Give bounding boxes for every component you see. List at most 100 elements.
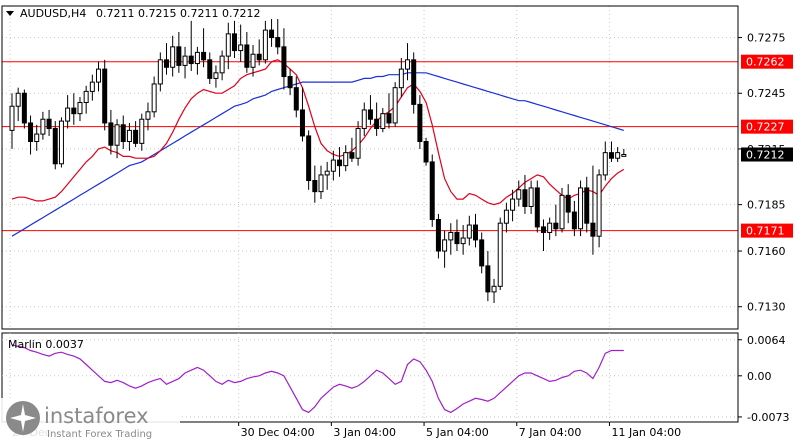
candle	[46, 109, 52, 136]
candle	[522, 174, 528, 214]
candle	[553, 204, 559, 237]
price-axis: 0.72750.72450.72150.71850.71600.71300.72…	[738, 32, 793, 314]
candle	[188, 20, 194, 71]
candle-body	[287, 76, 293, 89]
candle-body	[133, 129, 139, 144]
candle-body	[65, 107, 71, 122]
candle-body	[473, 224, 478, 241]
indicator-tick-label: 0.00	[747, 370, 772, 383]
candle-body	[553, 222, 559, 230]
candle-body	[602, 152, 608, 176]
candle-body	[460, 237, 466, 245]
candle-body	[417, 103, 423, 143]
symbol-timeframe: AUDUSD,H4	[20, 7, 86, 20]
candle	[250, 44, 256, 77]
candle	[479, 232, 485, 274]
candle-body	[77, 102, 83, 115]
candle	[238, 24, 244, 62]
candle	[65, 95, 71, 129]
price-tick-label: 0.7275	[747, 32, 786, 45]
candle	[324, 161, 330, 190]
candle	[89, 74, 95, 101]
candle-body	[528, 187, 534, 207]
candle	[485, 251, 491, 302]
dropdown-triangle-icon[interactable]	[6, 11, 14, 16]
candle	[547, 217, 553, 240]
candle-body	[349, 152, 355, 159]
candle	[473, 213, 478, 248]
candle	[466, 215, 472, 246]
candle-body	[429, 161, 435, 220]
candle	[540, 219, 546, 252]
watermark-tagline: Instant Forex Trading	[47, 429, 152, 440]
candle-body	[534, 187, 540, 228]
candle-body	[250, 53, 256, 68]
candle-body	[238, 44, 244, 52]
candle	[435, 213, 441, 259]
candle	[374, 102, 380, 136]
candle	[330, 150, 336, 181]
candle	[565, 184, 571, 224]
candle-body	[621, 154, 627, 157]
candle	[207, 52, 213, 84]
candle-body	[281, 46, 287, 78]
candle	[269, 18, 275, 47]
price-tick-label: 0.7160	[747, 245, 786, 258]
candle-body	[590, 222, 596, 237]
candle-body	[547, 222, 553, 233]
candle-body	[386, 113, 392, 124]
candle-body	[442, 239, 448, 252]
candle-body	[262, 29, 268, 61]
candle-body	[207, 59, 213, 79]
time-tick-label: 11 Jan 04:00	[611, 426, 681, 439]
candle	[454, 219, 460, 252]
candle	[528, 180, 534, 214]
candle	[151, 76, 157, 118]
price-tick-label: 0.7245	[747, 87, 786, 100]
candle	[584, 176, 590, 233]
candle	[343, 145, 349, 172]
candle-body	[120, 124, 126, 143]
candle	[337, 147, 343, 177]
candle	[429, 154, 435, 227]
candle	[164, 43, 169, 75]
candle-body	[40, 118, 46, 135]
current-price-tag	[741, 147, 793, 162]
candle-body	[52, 128, 58, 165]
candle-body	[225, 33, 231, 57]
candle-body	[596, 174, 602, 237]
candle	[58, 117, 64, 168]
candle	[380, 108, 386, 133]
indicator-series-line	[11, 344, 624, 414]
candle-body	[306, 135, 312, 181]
candle	[244, 31, 250, 73]
candle-body	[398, 68, 404, 89]
candle-body	[466, 224, 472, 239]
price-grid	[2, 6, 738, 329]
candle-body	[299, 109, 305, 137]
candle	[392, 82, 398, 127]
candle-body	[608, 152, 614, 159]
candle-body	[96, 68, 102, 83]
candle	[306, 130, 312, 190]
candle-body	[584, 187, 590, 224]
candle-body	[58, 120, 64, 165]
indicator-axis: 0.0064 0.00 -0.0073	[738, 334, 789, 424]
level-price-tag	[741, 119, 793, 134]
candle	[355, 121, 361, 166]
candle-body	[411, 59, 417, 105]
candle	[559, 187, 565, 233]
candle-body	[170, 46, 176, 68]
candle-body	[89, 81, 95, 92]
candle	[108, 109, 114, 155]
candle-body	[380, 113, 386, 130]
level-price-label: 0.7227	[746, 121, 785, 134]
level-price-tag	[741, 54, 793, 69]
candle-body	[114, 124, 120, 146]
candle	[448, 223, 454, 255]
candle	[120, 115, 126, 149]
level-price-tag	[741, 223, 793, 238]
candle	[510, 189, 516, 222]
indicator-label: Marlin 0.0037	[8, 338, 84, 351]
